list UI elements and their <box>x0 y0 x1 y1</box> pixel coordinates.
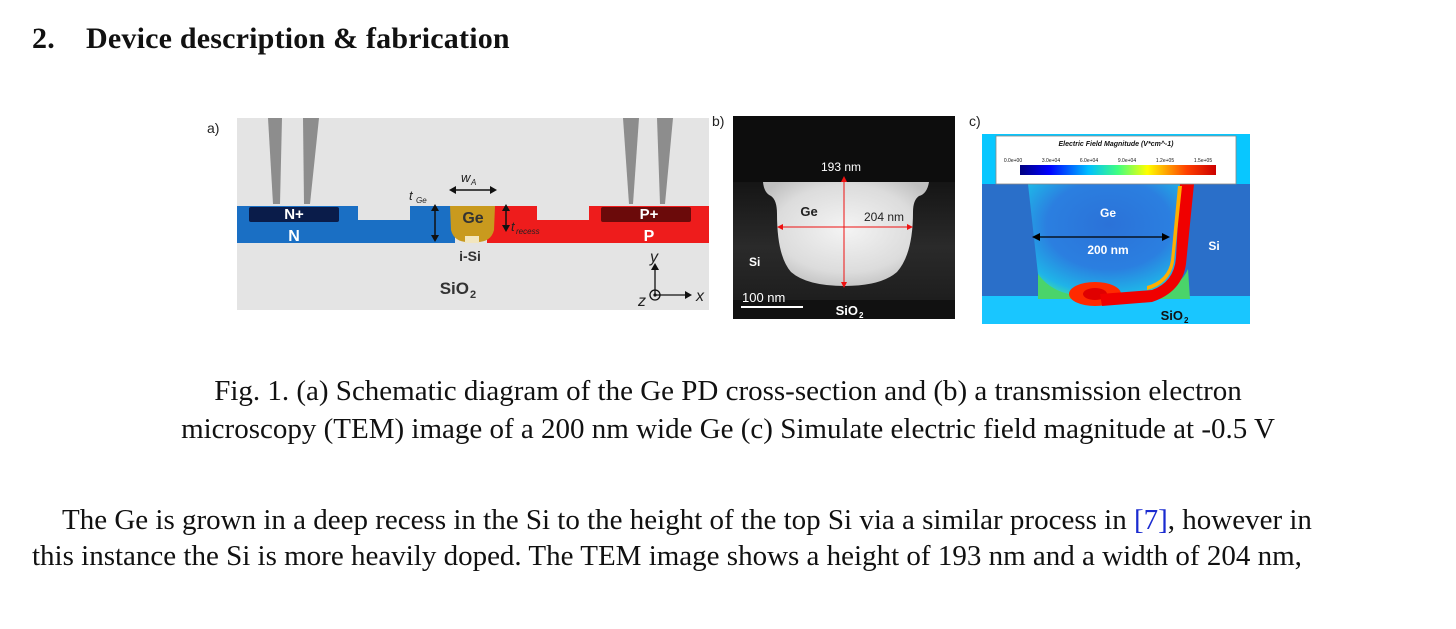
caption-line-1: Fig. 1. (a) Schematic diagram of the Ge … <box>214 375 1242 407</box>
probe-right-2 <box>657 118 673 204</box>
axis-y-label: y <box>649 249 659 266</box>
axis-z-circle <box>649 289 661 301</box>
colorbar-box <box>995 135 1237 185</box>
width-marker-right <box>907 224 913 230</box>
width-arrow-left <box>1032 233 1040 241</box>
axis-z-label: z <box>637 293 646 310</box>
ge-label: Ge <box>1100 206 1116 220</box>
colorbar-tick-1: 3.0e+04 <box>1042 158 1060 164</box>
paragraph-line-2: this instance the Si is more heavily dop… <box>32 540 1302 572</box>
width-label: 200 nm <box>1087 243 1128 257</box>
t-ge-arrowhead-bottom <box>431 235 439 242</box>
section-heading: 2. Device description & fabrication <box>32 22 510 56</box>
width-arrow-right <box>1162 233 1170 241</box>
figure-caption: Fig. 1. (a) Schematic diagram of the Ge … <box>0 372 1456 448</box>
colorbar-tick-4: 1.2e+05 <box>1156 158 1174 164</box>
body-paragraph: The Ge is grown in a deep recess in the … <box>32 502 1437 574</box>
axis-z-dot <box>653 293 657 297</box>
si-label: Si <box>1208 239 1219 253</box>
p-label: P <box>644 228 655 245</box>
caption-line-2: microscopy (TEM) image of a 200 nm wide … <box>181 413 1275 445</box>
field-edge-mid <box>1147 186 1182 290</box>
si-label: Si <box>749 255 760 269</box>
i-si-label: i-Si <box>459 248 481 264</box>
axis-x-label: x <box>695 288 705 305</box>
colorbar <box>1020 165 1216 175</box>
panel-a-schematic: N+ N P+ P Ge i-Si SiO 2 t Ge w A t reces… <box>237 118 709 310</box>
sio2-label: SiO <box>836 303 858 318</box>
scale-label: 100 nm <box>742 290 785 305</box>
height-marker-bottom <box>841 282 847 288</box>
panel-b-label: b) <box>712 113 725 129</box>
probe-left-1 <box>268 118 282 204</box>
w-a-arrowhead-left <box>449 186 456 194</box>
ge-crystal <box>763 182 929 286</box>
t-ge-arrowhead-top <box>431 204 439 211</box>
field-edge-high <box>1100 184 1194 306</box>
t-recess-label: t <box>511 219 516 234</box>
n-plus-label: N+ <box>284 206 304 223</box>
panel-c-label: c) <box>969 113 981 129</box>
sio2-subscript: 2 <box>1184 316 1189 324</box>
width-marker-left <box>777 224 783 230</box>
ge-field <box>1028 184 1190 300</box>
paragraph-text-1: The Ge is grown in a deep recess in the … <box>62 504 1134 536</box>
colorbar-title: Electric Field Magnitude (V*cm^-1) <box>1059 140 1175 148</box>
sio2-area <box>733 300 955 319</box>
w-a-subscript: A <box>470 178 476 187</box>
p-plus-contact <box>601 207 691 222</box>
i-si-region <box>465 236 479 243</box>
colorbar-tick-3: 9.0e+04 <box>1118 158 1136 164</box>
w-a-label: w <box>461 170 472 185</box>
sio2-subscript: 2 <box>859 311 864 319</box>
sio2-label: SiO <box>440 279 469 298</box>
field-band-green <box>1038 269 1190 299</box>
colorbar-tick-2: 6.0e+04 <box>1080 158 1098 164</box>
paragraph-text-2: , however in <box>1167 504 1312 536</box>
n-label: N <box>288 228 300 245</box>
ge-label: Ge <box>800 204 817 219</box>
height-marker-top <box>841 176 847 182</box>
p-plus-label: P+ <box>640 206 659 223</box>
panel-c-field-map: Electric Field Magnitude (V*cm^-1) 0.0e+… <box>982 134 1250 324</box>
trench-left <box>358 206 410 220</box>
t-ge-subscript: Ge <box>416 196 427 205</box>
sio2-label: SiO <box>1161 308 1183 323</box>
t-recess-arrowhead-top <box>502 204 510 211</box>
colorbar-tick-5: 1.5e+05 <box>1194 158 1212 164</box>
trench-right <box>537 206 589 220</box>
probe-right-1 <box>623 118 639 204</box>
citation-link-7[interactable]: [7] <box>1133 504 1168 536</box>
width-label: 204 nm <box>864 210 904 224</box>
section-number: 2. <box>32 22 55 55</box>
panel-b-tem-image: 193 nm Ge 204 nm Si 100 nm SiO 2 <box>733 116 955 319</box>
panel-a-label: a) <box>207 120 220 136</box>
n-plus-contact <box>249 207 339 222</box>
w-a-arrowhead-right <box>490 186 497 194</box>
axis-x-arrowhead <box>685 291 692 299</box>
t-recess-subscript: recess <box>516 227 540 236</box>
ge-label: Ge <box>462 210 483 227</box>
axis-y-arrowhead <box>651 263 659 270</box>
t-recess-arrowhead-bottom <box>502 225 510 232</box>
sio2-subscript: 2 <box>470 289 476 301</box>
section-title: Device description & fabrication <box>86 22 510 55</box>
height-label: 193 nm <box>821 160 861 174</box>
ge-region <box>450 206 495 242</box>
colorbar-tick-0: 0.0e+00 <box>1004 158 1022 164</box>
t-ge-label: t <box>409 188 414 203</box>
probe-left-2 <box>303 118 319 204</box>
